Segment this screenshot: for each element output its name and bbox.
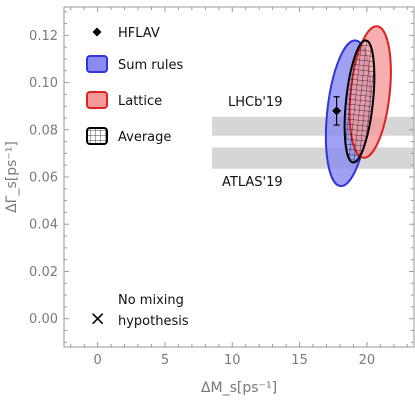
y-axis-title: ΔΓ_s[ps⁻¹] (4, 141, 20, 213)
band-label-1: ATLAS'19 (222, 175, 283, 190)
x-tick-label: 5 (161, 353, 169, 368)
x-axis-title: ΔM_s[ps⁻¹] (201, 380, 277, 396)
legend-swatch-average (86, 127, 108, 145)
band-label-0: LHCb'19 (228, 95, 282, 110)
annotation-text: hypothesis (118, 314, 189, 329)
y-tick-label: 0.12 (29, 29, 58, 44)
band-1 (212, 147, 414, 169)
y-tick-label: 0.06 (29, 171, 58, 186)
y-tick-label: 0.08 (29, 123, 58, 138)
y-tick-label: 0.04 (29, 218, 58, 233)
legend-label: HFLAV (118, 26, 160, 41)
annotation-text: No mixing (118, 293, 184, 308)
legend-label: Sum rules (118, 58, 183, 73)
y-tick-label: 0.10 (29, 76, 58, 91)
annotation-marker-2 (92, 313, 104, 325)
legend-swatch-lattice (86, 91, 108, 109)
y-tick-label: 0.02 (29, 265, 58, 280)
legend-marker-hflav (92, 27, 102, 37)
point-hflav (332, 106, 342, 116)
y-tick-label: 0.00 (29, 312, 58, 327)
ellipse-average (343, 39, 376, 164)
x-tick-label: 15 (291, 353, 308, 368)
legend-label: Lattice (118, 94, 162, 109)
legend-label: Average (118, 130, 171, 145)
x-tick-label: 20 (359, 353, 376, 368)
legend-swatch-sum-rules (86, 55, 108, 73)
x-tick-label: 10 (224, 353, 241, 368)
x-tick-label: 0 (94, 353, 102, 368)
